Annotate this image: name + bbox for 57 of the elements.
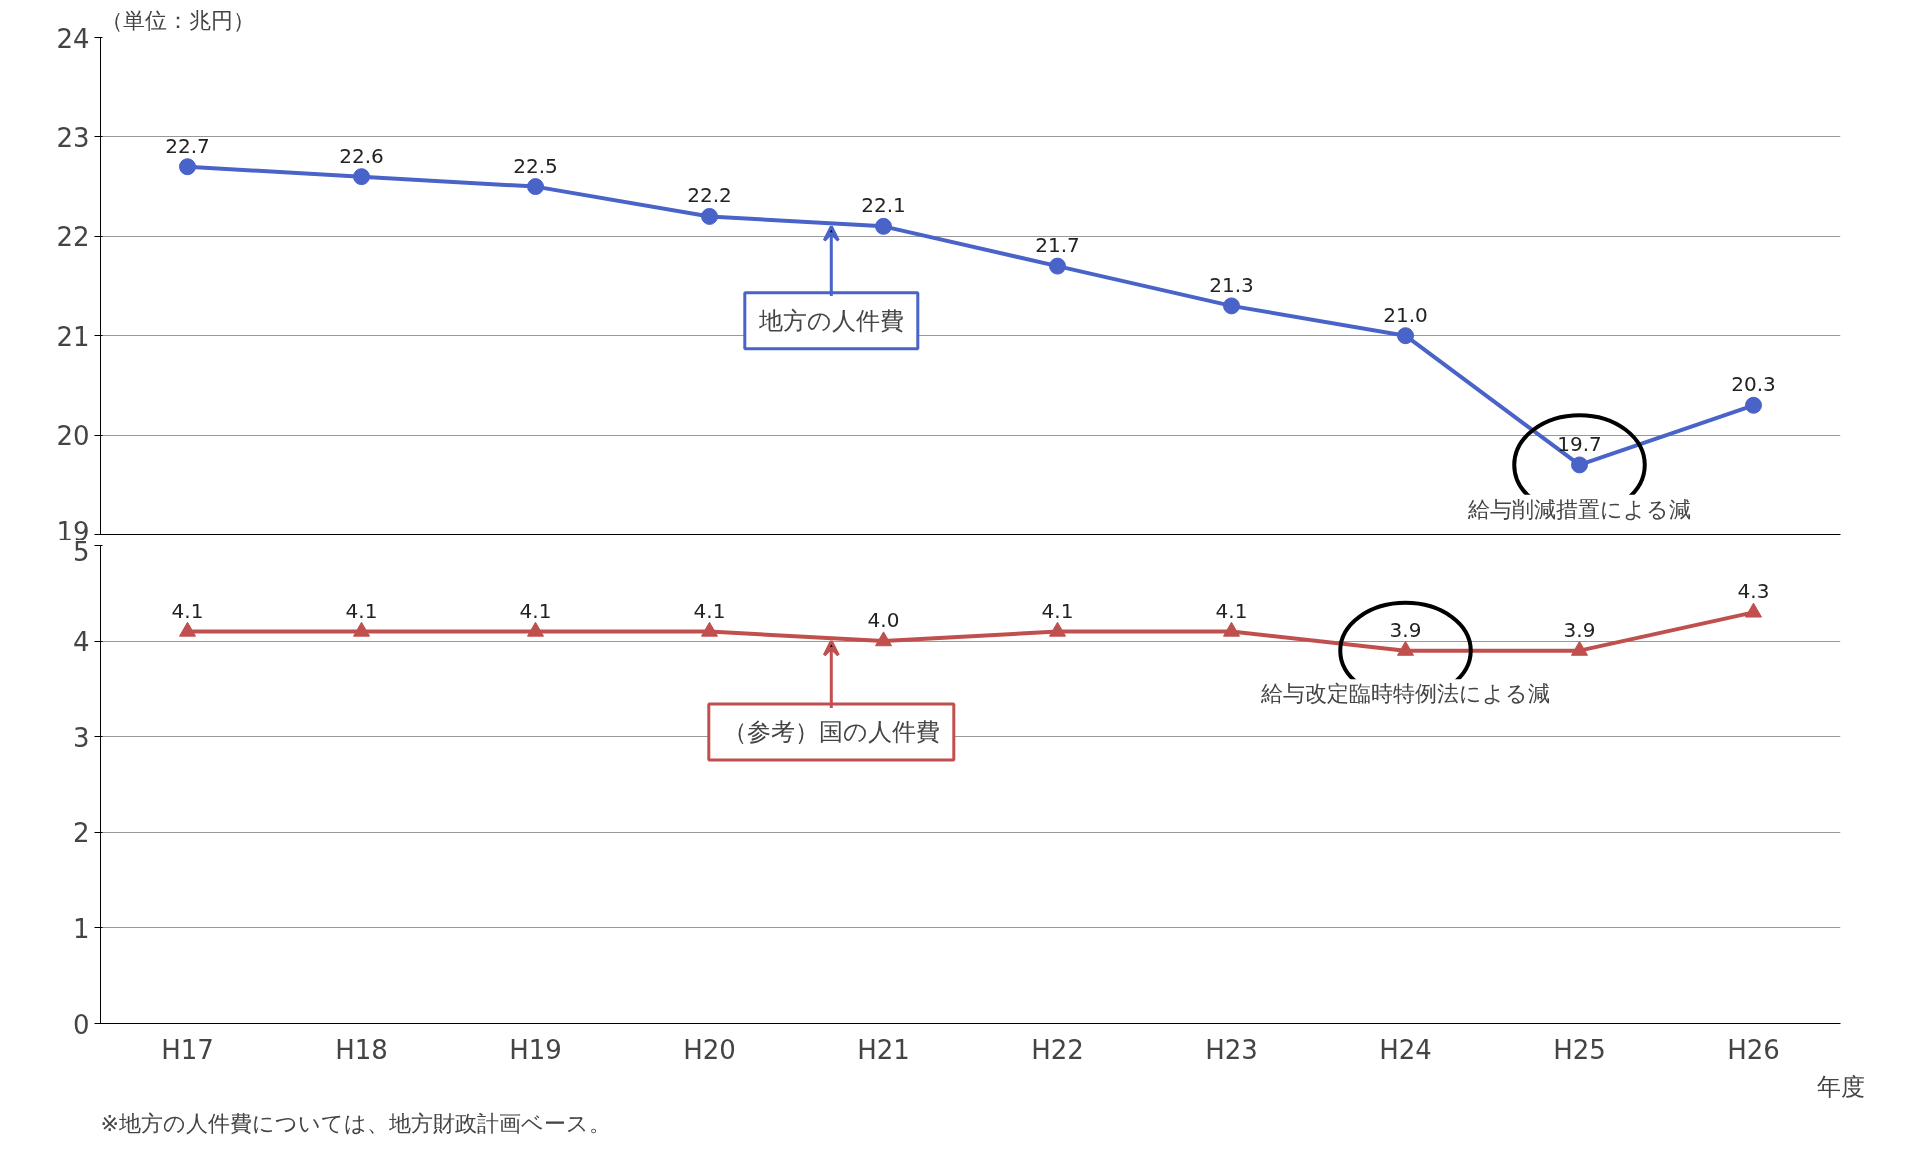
text: 4.0: [867, 608, 900, 633]
x-tick-label: H20: [683, 1034, 736, 1065]
text: 4.1: [1215, 598, 1248, 623]
text: 22.1: [861, 193, 906, 218]
text: 22.6: [339, 143, 384, 168]
point: [1397, 327, 1414, 345]
text: 21.3: [1209, 272, 1254, 297]
x-tick-label: H23: [1205, 1034, 1258, 1065]
annotation: 給与改定臨時特例法による減: [1260, 681, 1550, 707]
y-tick-label: 2: [72, 818, 90, 849]
text: （参考）国の人件費: [722, 717, 940, 746]
x-tick-label: H19: [509, 1034, 562, 1065]
y-tick-label: 20: [56, 421, 90, 452]
point: [179, 158, 196, 176]
text: 19.7: [1557, 431, 1602, 456]
y-tick-label: 24: [56, 23, 90, 54]
y-tick-label: 1: [72, 913, 90, 944]
text: （単位：兆円）: [100, 7, 255, 33]
text: 地方の人件費: [757, 306, 904, 335]
text: 4.1: [519, 598, 552, 623]
annotation: 給与削減措置による減: [1467, 496, 1691, 522]
x-tick-label: H25: [1553, 1034, 1606, 1065]
point: [1571, 456, 1588, 474]
text: 4.1: [693, 598, 726, 623]
x-tick-label: H21: [857, 1034, 910, 1065]
text: 3.9: [1389, 617, 1422, 642]
x-axis-title: 年度: [1816, 1072, 1865, 1101]
text: 4.1: [345, 598, 378, 623]
text: 22.2: [687, 183, 732, 208]
y-tick-label: 0: [72, 1009, 90, 1040]
text: 22.5: [513, 153, 558, 178]
y-tick-label: 3: [72, 722, 90, 753]
text: 20.3: [1731, 372, 1776, 397]
text: 3.9: [1563, 617, 1596, 642]
y-tick-label: 4: [72, 627, 90, 658]
text: 22.7: [165, 133, 210, 158]
text: 21.0: [1383, 302, 1428, 327]
point: [353, 168, 370, 186]
x-tick-label: H22: [1031, 1034, 1084, 1065]
y-tick-label: 21: [56, 321, 90, 352]
point: [701, 207, 718, 225]
point: [1223, 297, 1240, 315]
point: [1049, 257, 1066, 275]
point: [527, 178, 544, 196]
y-tick-label: 23: [56, 122, 90, 153]
text: ※地方の人件費については、地方財政計画ベース。: [100, 1110, 611, 1136]
text: 4.1: [1041, 598, 1074, 623]
point: [875, 217, 892, 235]
x-tick-label: H24: [1379, 1034, 1432, 1065]
y-tick-label: 22: [56, 222, 90, 253]
x-tick-label: H18: [335, 1034, 388, 1065]
point: [1745, 396, 1762, 414]
x-tick-label: H17: [161, 1034, 214, 1065]
text: 21.7: [1035, 233, 1080, 258]
text: 4.1: [171, 598, 204, 623]
x-tick-label: H26: [1727, 1034, 1780, 1065]
text: 4.3: [1737, 579, 1770, 604]
